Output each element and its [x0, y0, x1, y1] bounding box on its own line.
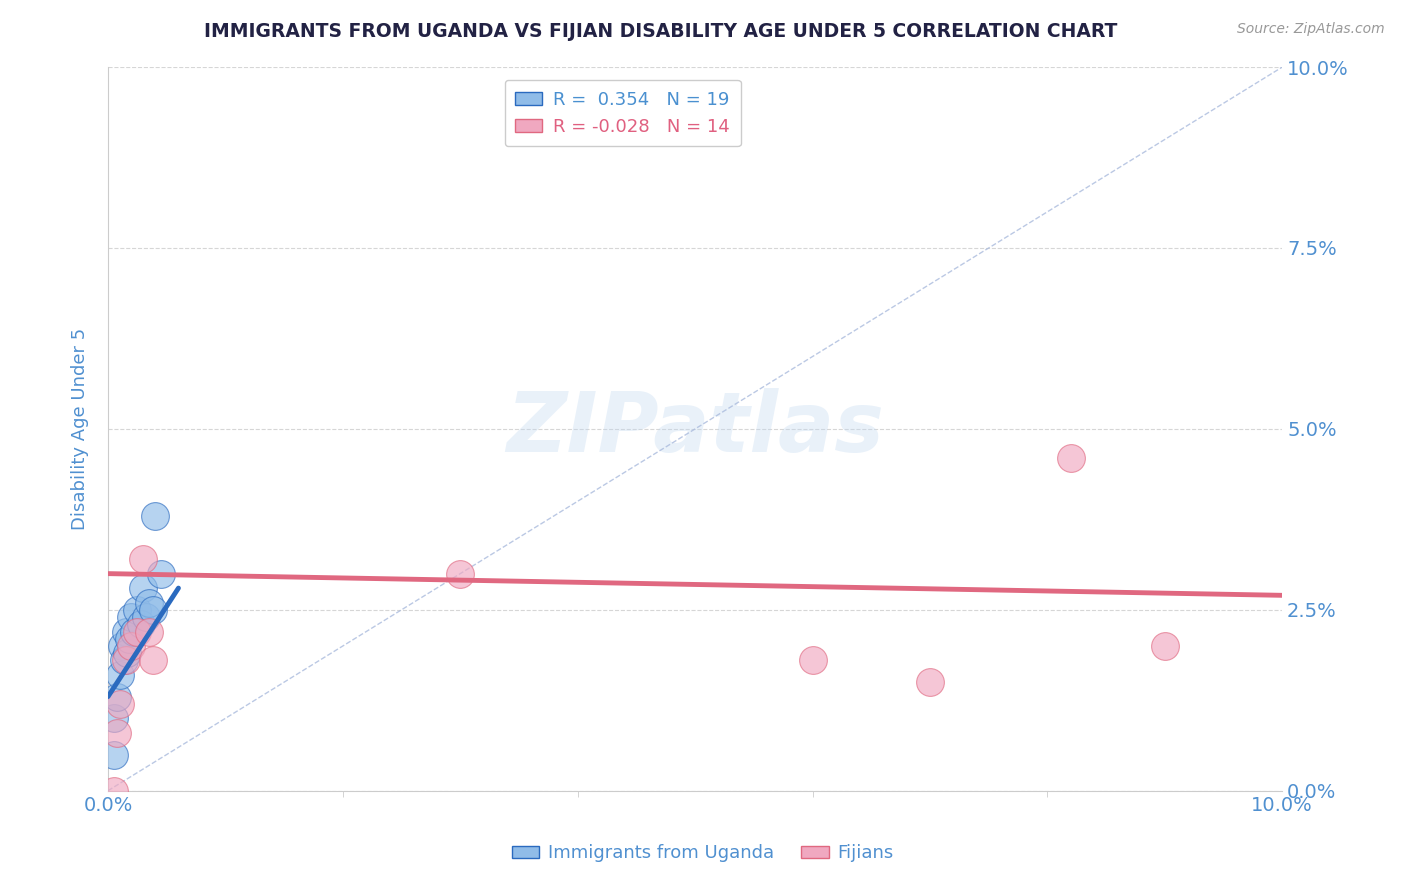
Point	[142, 603, 165, 617]
Point	[112, 653, 135, 667]
Point	[129, 617, 152, 632]
Point	[449, 566, 471, 581]
Point	[103, 747, 125, 762]
Point	[114, 624, 136, 639]
Point	[103, 711, 125, 725]
Point	[121, 610, 143, 624]
Point	[127, 624, 149, 639]
Point	[132, 581, 155, 595]
Point	[114, 653, 136, 667]
Point	[108, 697, 131, 711]
Legend: R =  0.354   N = 19, R = -0.028   N = 14: R = 0.354 N = 19, R = -0.028 N = 14	[505, 79, 741, 146]
Point	[105, 726, 128, 740]
Point	[103, 783, 125, 797]
Point	[121, 639, 143, 653]
Point	[143, 508, 166, 523]
Point	[918, 675, 941, 690]
Point	[801, 653, 824, 667]
Point	[1153, 639, 1175, 653]
Point	[1060, 450, 1083, 465]
Text: Source: ZipAtlas.com: Source: ZipAtlas.com	[1237, 22, 1385, 37]
Point	[138, 596, 160, 610]
Point	[118, 632, 141, 646]
Point	[115, 646, 138, 660]
Point	[122, 624, 145, 639]
Point	[127, 603, 149, 617]
Point	[142, 653, 165, 667]
Point	[132, 552, 155, 566]
Point	[111, 639, 134, 653]
Point	[135, 610, 157, 624]
Legend: Immigrants from Uganda, Fijians: Immigrants from Uganda, Fijians	[505, 838, 901, 870]
Point	[149, 566, 172, 581]
Point	[138, 624, 160, 639]
Text: IMMIGRANTS FROM UGANDA VS FIJIAN DISABILITY AGE UNDER 5 CORRELATION CHART: IMMIGRANTS FROM UGANDA VS FIJIAN DISABIL…	[204, 22, 1118, 41]
Text: ZIPatlas: ZIPatlas	[506, 388, 884, 469]
Point	[108, 668, 131, 682]
Y-axis label: Disability Age Under 5: Disability Age Under 5	[72, 327, 89, 530]
Point	[105, 690, 128, 704]
